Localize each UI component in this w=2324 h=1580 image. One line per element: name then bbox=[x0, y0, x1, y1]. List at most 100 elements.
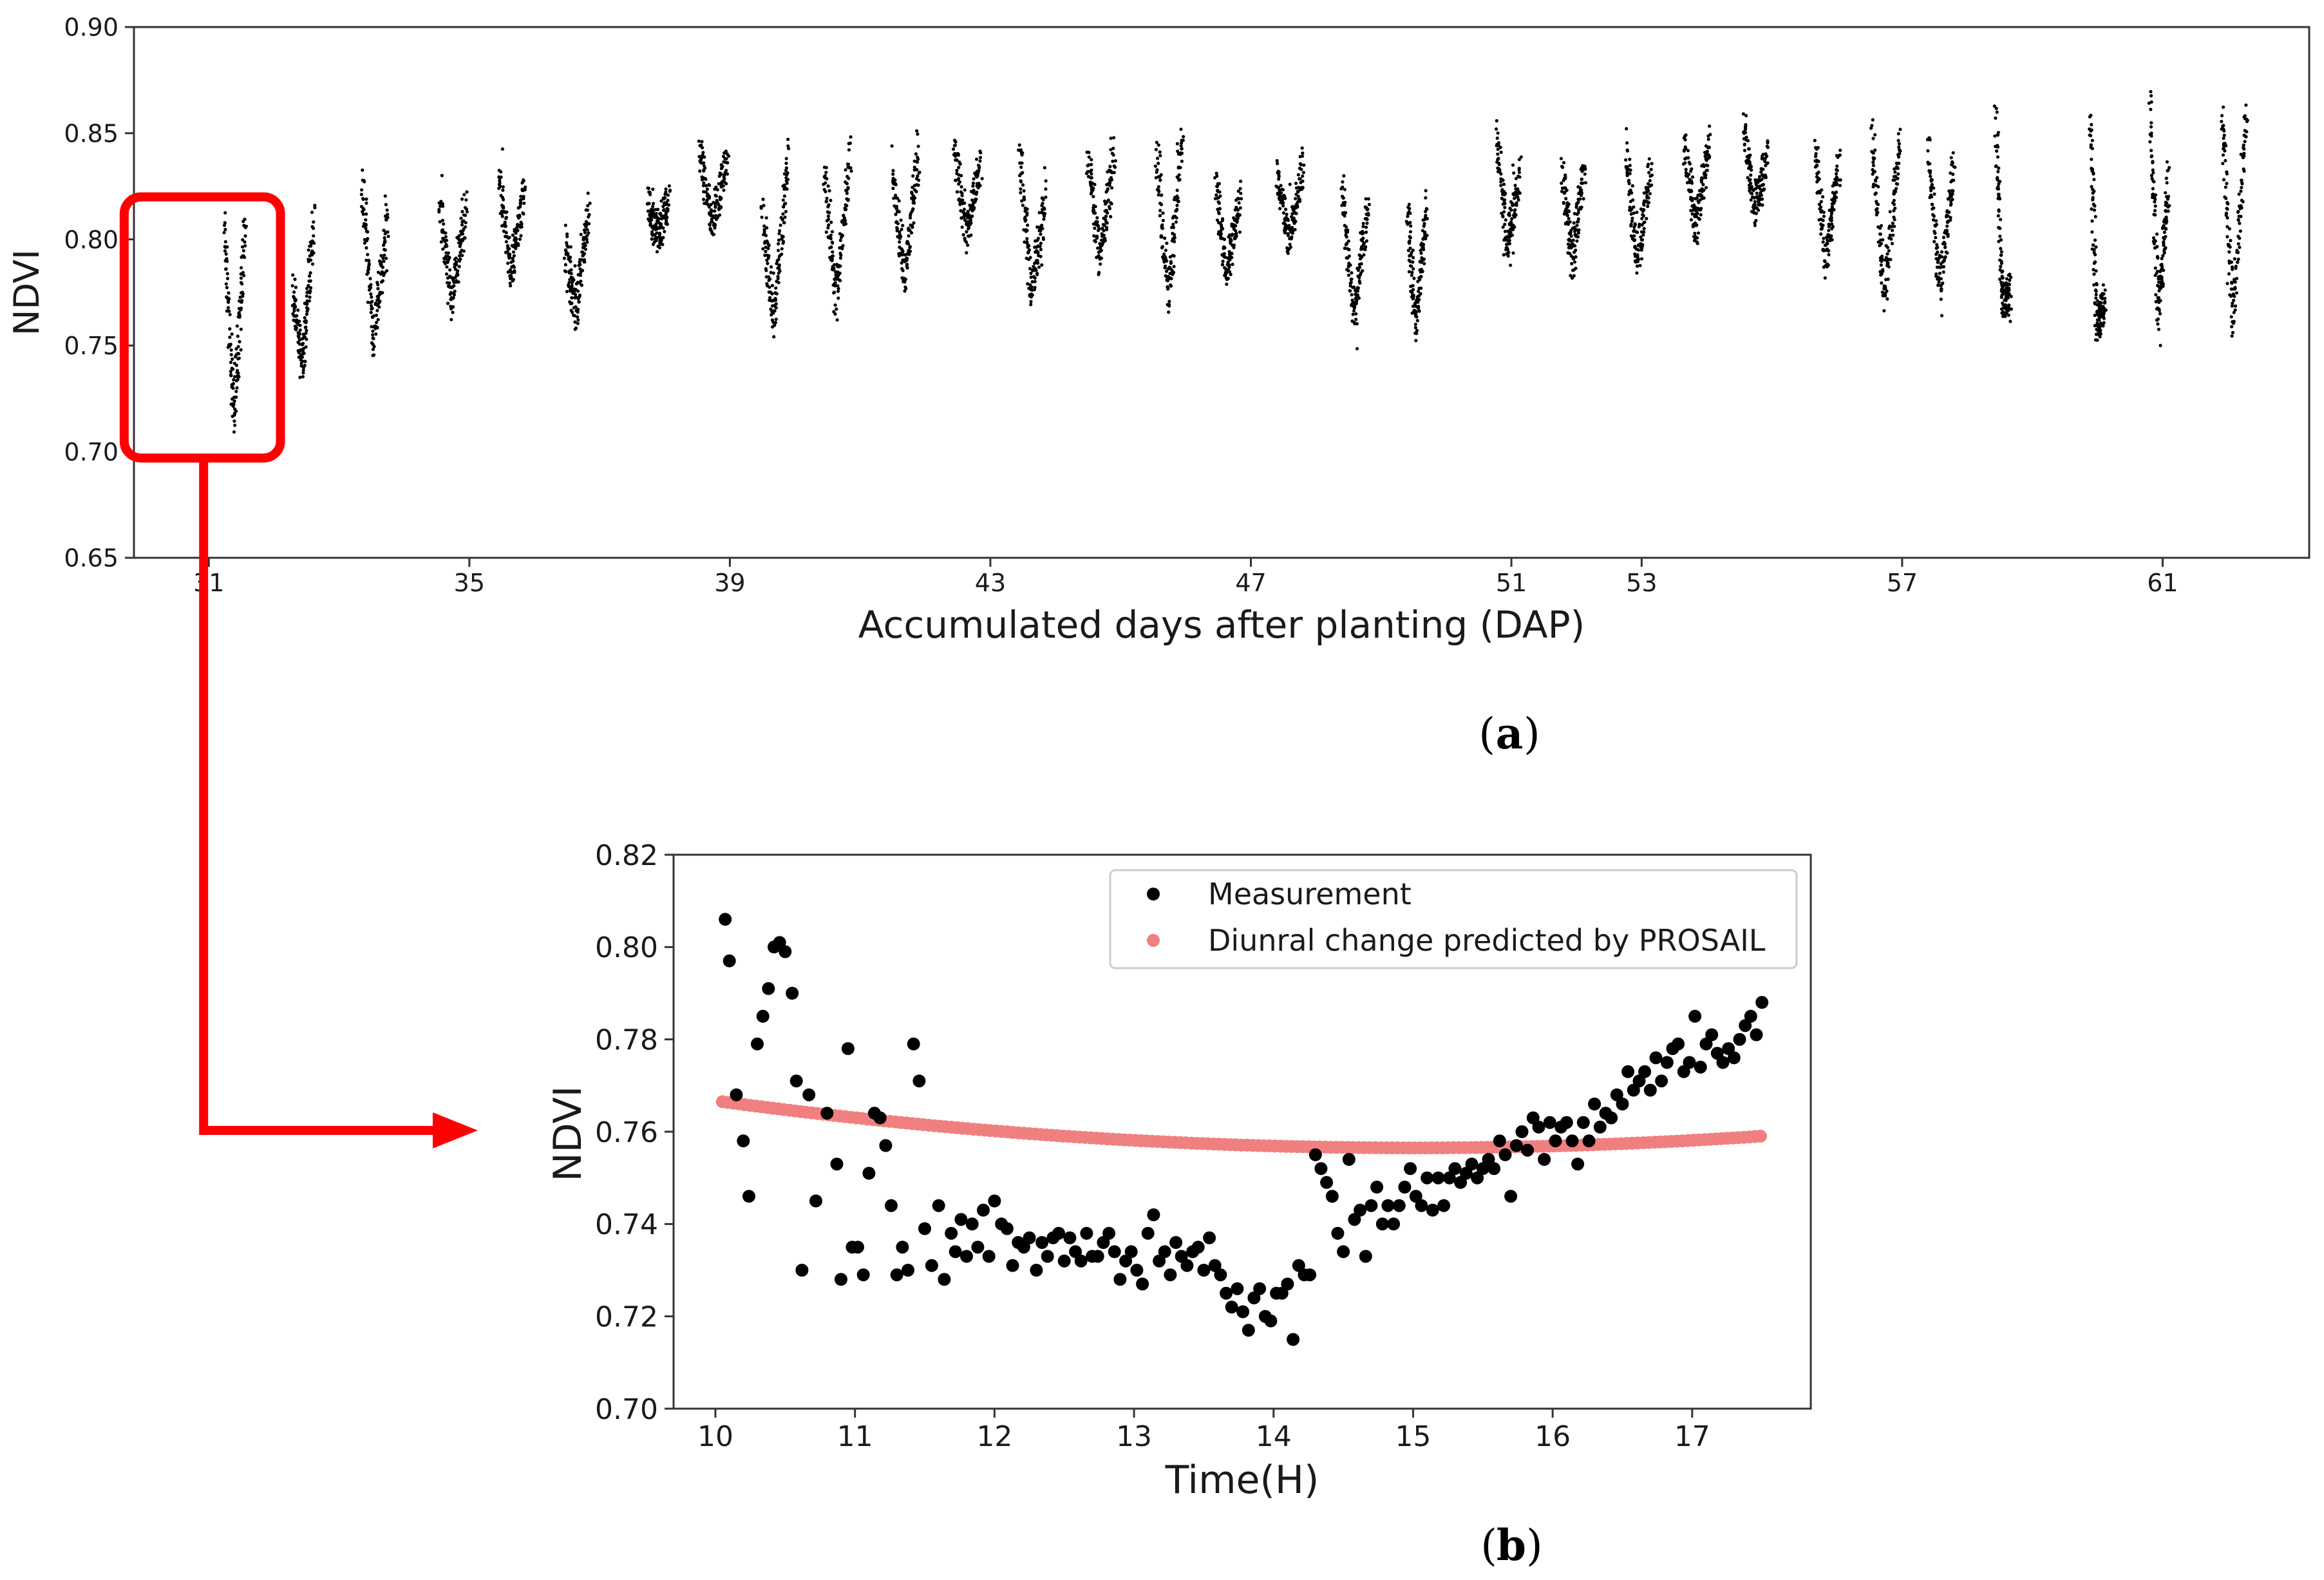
measurement-point bbox=[918, 1222, 931, 1235]
chart-a-point bbox=[972, 207, 976, 211]
chart-a-point bbox=[1225, 282, 1229, 286]
chart-a-point bbox=[2092, 283, 2096, 287]
chart-a-point bbox=[1025, 207, 1029, 211]
chart-a-point bbox=[2001, 301, 2005, 305]
chart-a-point bbox=[1646, 182, 1650, 186]
measurement-point bbox=[1571, 1157, 1585, 1171]
chart-a-point bbox=[2093, 324, 2097, 328]
chart-a-point bbox=[1565, 201, 1569, 205]
measurement-point bbox=[730, 1088, 743, 1101]
chart-a-point bbox=[1869, 126, 1873, 130]
chart-a-point bbox=[229, 374, 233, 377]
chart-a-point bbox=[1750, 191, 1754, 196]
chart-a-point bbox=[306, 307, 310, 311]
chart-a-point bbox=[780, 247, 784, 251]
chart-a-point bbox=[1424, 189, 1428, 193]
measurement-point bbox=[1314, 1162, 1328, 1175]
chart-a-point bbox=[1741, 112, 1745, 116]
chart-a-point bbox=[1503, 202, 1507, 205]
measurement-point bbox=[1365, 1199, 1378, 1212]
chart-a-point bbox=[1629, 224, 1633, 228]
chart-a-point bbox=[663, 192, 667, 196]
chart-a-point bbox=[1027, 258, 1031, 262]
chart-a-point bbox=[766, 262, 770, 265]
chart-a-point bbox=[1639, 257, 1644, 261]
chart-a-point bbox=[1696, 242, 1699, 245]
chart-a-point bbox=[309, 286, 313, 290]
chart-a-point bbox=[1999, 247, 2003, 251]
chart-a-point bbox=[460, 254, 464, 258]
chart-a-point bbox=[232, 395, 236, 399]
measurement-point bbox=[1141, 1226, 1155, 1240]
chart-a-point bbox=[582, 258, 587, 262]
chart-a-point bbox=[957, 166, 961, 169]
chart-a-point bbox=[2156, 322, 2160, 326]
chart-a-point bbox=[1412, 267, 1415, 271]
chart-a-point bbox=[1290, 235, 1294, 239]
chart-a-point bbox=[1949, 171, 1952, 175]
chart-a-point bbox=[1503, 198, 1507, 202]
chart-a-point bbox=[455, 272, 459, 276]
chart-a-point bbox=[1036, 250, 1040, 254]
chart-a-point bbox=[570, 301, 574, 305]
chart-a-point bbox=[364, 212, 368, 216]
chart-a-point bbox=[312, 251, 316, 255]
chart-a-point bbox=[2238, 222, 2242, 225]
chart-a-point bbox=[1568, 220, 1572, 224]
chart-a-point bbox=[1894, 187, 1898, 191]
chart-a-point bbox=[824, 230, 828, 234]
chart-a-point bbox=[1406, 249, 1410, 252]
chart-a-point bbox=[844, 168, 847, 172]
measurement-point bbox=[1063, 1231, 1077, 1244]
chart-a-point bbox=[1838, 184, 1842, 187]
chart-a-point bbox=[2221, 162, 2225, 166]
measurement-point bbox=[802, 1088, 816, 1101]
chart-a-point bbox=[1819, 205, 1823, 209]
chart-a-point bbox=[1706, 146, 1710, 150]
chart-a-point bbox=[1766, 161, 1770, 165]
chart-a-point bbox=[565, 290, 569, 294]
chart-a-point bbox=[2153, 273, 2157, 278]
chart-a-point bbox=[1560, 189, 1564, 193]
chart-a-point bbox=[1876, 202, 1880, 206]
chart-a-point bbox=[451, 310, 455, 314]
chart-a-point bbox=[464, 221, 468, 225]
chart-a-point bbox=[228, 336, 232, 339]
chart-b-x-tick-label: 17 bbox=[1674, 1420, 1710, 1453]
chart-a-point bbox=[1748, 178, 1752, 182]
chart-a-point bbox=[1897, 142, 1901, 146]
chart-a-point bbox=[312, 220, 316, 224]
chart-a-point bbox=[1496, 152, 1500, 156]
chart-a-point bbox=[1359, 262, 1363, 266]
chart-a-point bbox=[968, 222, 972, 227]
chart-a-point bbox=[1897, 145, 1901, 149]
chart-a-point bbox=[1419, 274, 1423, 278]
chart-a-point bbox=[232, 375, 236, 379]
chart-a-point bbox=[1302, 163, 1306, 167]
chart-a-point bbox=[1574, 205, 1578, 209]
chart-a-point bbox=[845, 191, 849, 195]
chart-a-point bbox=[763, 253, 767, 257]
chart-a-point bbox=[370, 325, 373, 328]
chart-a-point bbox=[1495, 119, 1498, 123]
chart-a-point bbox=[1356, 269, 1361, 272]
chart-a-point bbox=[719, 163, 723, 167]
chart-a-point bbox=[497, 183, 502, 187]
chart-a-point bbox=[1871, 164, 1876, 167]
chart-a-point bbox=[1036, 236, 1040, 240]
chart-a-point bbox=[1638, 263, 1642, 267]
chart-a-point bbox=[361, 212, 365, 216]
chart-a-point bbox=[1749, 198, 1753, 202]
chart-a-point bbox=[829, 198, 833, 202]
chart-a-point bbox=[1101, 227, 1104, 231]
measurement-point bbox=[988, 1194, 1001, 1208]
chart-a-point bbox=[839, 253, 843, 257]
chart-a-point bbox=[1160, 193, 1164, 197]
chart-a-point bbox=[953, 151, 957, 156]
chart-a-point bbox=[830, 254, 834, 259]
chart-a-point bbox=[1226, 276, 1230, 280]
chart-a-point bbox=[585, 228, 589, 232]
chart-a-point bbox=[1684, 133, 1688, 137]
chart-a-point bbox=[1414, 309, 1418, 313]
measurement-point bbox=[1739, 1019, 1752, 1033]
